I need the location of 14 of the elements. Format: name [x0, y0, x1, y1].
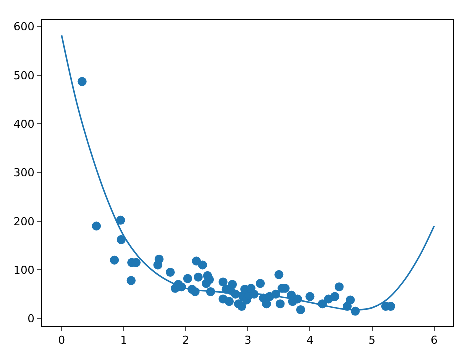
x-tick-label: 2: [182, 334, 190, 348]
y-tick-label: 500: [14, 69, 35, 82]
y-tick-label: 200: [14, 215, 35, 228]
y-tick-label: 600: [14, 20, 35, 34]
x-tick-label: 0: [58, 334, 66, 348]
x-tick-label: 4: [306, 334, 314, 348]
x-tick-label: 3: [244, 334, 252, 348]
y-tick-label: 100: [14, 264, 35, 277]
y-tick-label: 0: [28, 312, 35, 326]
y-tick-label: 400: [14, 118, 35, 131]
x-tick-label: 6: [430, 334, 438, 348]
x-tick-label: 1: [120, 334, 128, 348]
y-tick-label: 300: [14, 166, 35, 180]
x-tick-label: 5: [368, 334, 376, 348]
